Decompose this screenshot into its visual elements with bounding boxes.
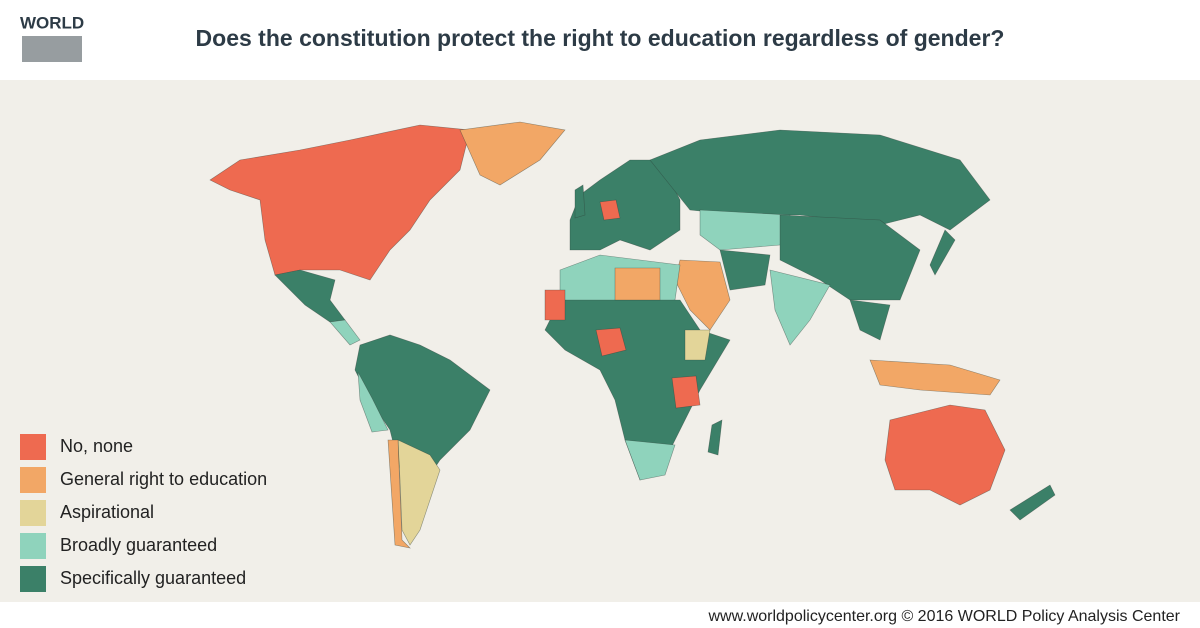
country — [699, 209, 791, 251]
country — [209, 124, 471, 281]
legend-label: Specifically guaranteed — [60, 568, 246, 588]
map — [209, 121, 1056, 549]
country — [569, 159, 681, 251]
country — [595, 327, 627, 357]
country — [397, 439, 441, 546]
legend-swatch — [20, 467, 46, 493]
legend-label: Aspirational — [60, 502, 154, 522]
country — [929, 229, 956, 276]
country — [544, 289, 566, 321]
country — [684, 329, 711, 361]
legend-label: No, none — [60, 436, 133, 456]
country — [329, 319, 361, 346]
country — [779, 214, 921, 301]
country — [769, 269, 831, 346]
country — [849, 299, 891, 341]
country — [671, 375, 701, 409]
legend: No, none General right to education Aspira… — [20, 434, 267, 592]
legend-swatch — [20, 500, 46, 526]
logo: WORLD — [20, 13, 84, 32]
legend-swatch — [20, 533, 46, 559]
legend-label: Broadly guaranteed — [60, 535, 217, 555]
country — [599, 199, 621, 221]
country — [869, 359, 1001, 396]
country — [574, 184, 586, 219]
legend-label: General right to education — [60, 469, 267, 489]
country — [614, 267, 661, 301]
legend-swatch — [20, 566, 46, 592]
country — [357, 371, 389, 433]
country — [719, 249, 771, 291]
footer: www.worldpolicycenter.org © 2016 WORLD P… — [707, 608, 1180, 625]
country — [707, 419, 723, 456]
country — [624, 439, 676, 481]
logo-icon — [22, 36, 82, 62]
title: Does the constitution protect the right … — [196, 25, 1005, 51]
country — [387, 439, 411, 549]
country — [1009, 484, 1056, 521]
legend-swatch — [20, 434, 46, 460]
country — [459, 121, 566, 186]
country — [884, 404, 1006, 506]
